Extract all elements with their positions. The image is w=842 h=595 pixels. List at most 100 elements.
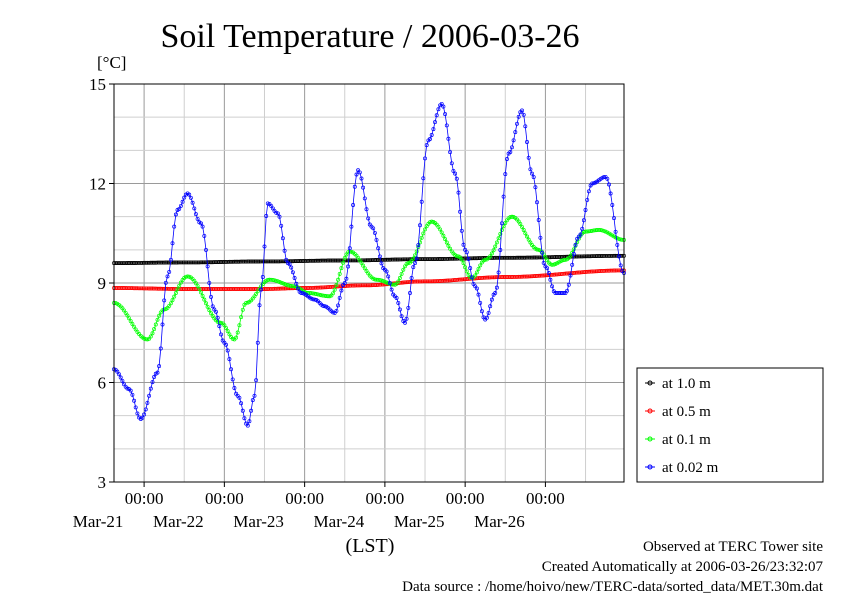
data-point [185, 274, 190, 279]
data-point [469, 275, 474, 280]
data-point [361, 185, 366, 190]
series-at-0-1-m [112, 214, 626, 342]
data-point [610, 203, 615, 207]
data-point [170, 241, 175, 246]
data-point [150, 380, 155, 385]
data-point [122, 382, 126, 387]
data-point [127, 316, 131, 321]
data-point [508, 150, 513, 154]
data-point [162, 298, 167, 303]
y-tick-label: 15 [89, 75, 106, 94]
data-point [160, 322, 165, 327]
data-point [510, 145, 514, 150]
x-tick-date-label: Mar-26 [474, 512, 525, 531]
data-point [494, 285, 499, 290]
data-point [464, 269, 469, 274]
data-point [413, 261, 417, 266]
data-point [334, 283, 339, 288]
data-point [431, 127, 436, 132]
data-point [489, 297, 494, 302]
data-point [501, 194, 506, 199]
data-point [331, 291, 335, 296]
data-point [167, 269, 172, 274]
data-point [421, 176, 426, 181]
data-point [491, 248, 496, 253]
data-point [454, 254, 459, 259]
data-point [468, 266, 473, 271]
data-point [520, 108, 524, 113]
data-point [464, 250, 469, 255]
data-point [608, 191, 613, 196]
x-tick-hour-label: 00:00 [366, 489, 405, 508]
data-point [202, 233, 207, 238]
data-point [580, 226, 585, 231]
data-point [612, 216, 616, 221]
legend-label: at 0.5 m [662, 404, 711, 420]
data-point [339, 288, 344, 293]
data-point [262, 244, 267, 249]
data-point [384, 269, 389, 274]
data-point [357, 258, 362, 263]
data-point [548, 277, 553, 282]
data-point [128, 319, 133, 324]
chart-title: Soil Temperature / 2006-03-26 [160, 18, 579, 55]
data-point [260, 275, 265, 279]
data-point [441, 233, 446, 238]
data-point [264, 214, 269, 218]
data-point [162, 307, 167, 312]
data-point [406, 305, 411, 310]
data-point [150, 331, 155, 336]
data-point [230, 336, 235, 341]
data-point [449, 161, 454, 166]
data-point [148, 334, 153, 339]
data-point [155, 317, 160, 322]
x-tick-hour-label: 00:00 [526, 489, 565, 508]
data-point [433, 120, 437, 125]
data-point [280, 236, 285, 241]
legend-swatch-marker [647, 464, 653, 470]
data-point [535, 200, 539, 205]
data-point [484, 315, 489, 320]
data-point [224, 325, 228, 330]
data-point [446, 136, 451, 141]
data-point [451, 168, 456, 173]
data-point [585, 197, 590, 202]
data-point [175, 287, 180, 292]
data-point [586, 189, 591, 194]
data-point [419, 199, 424, 204]
data-point [541, 260, 546, 265]
data-point [394, 296, 399, 300]
x-tick-date-label: Mar-21 [73, 512, 124, 531]
data-point [424, 143, 429, 148]
data-point [352, 184, 357, 189]
data-point [443, 112, 448, 117]
data-point [229, 367, 233, 372]
data-point [344, 276, 349, 281]
data-point [275, 211, 280, 216]
data-point [411, 265, 416, 270]
data-point [416, 243, 421, 248]
data-point [230, 377, 235, 382]
data-point [284, 257, 289, 262]
data-point [244, 300, 249, 305]
data-point [489, 251, 494, 256]
data-point [232, 386, 237, 390]
data-point [168, 301, 173, 306]
legend-label: at 0.1 m [662, 432, 711, 448]
data-point [115, 369, 120, 374]
data-point [444, 240, 449, 245]
y-tick-label: 6 [98, 374, 107, 393]
data-point [571, 247, 576, 252]
data-point [376, 246, 381, 251]
data-point [254, 378, 259, 383]
data-point [413, 253, 417, 258]
data-point [157, 364, 162, 369]
data-point [255, 289, 260, 294]
data-point [287, 262, 292, 267]
data-point [199, 290, 203, 295]
data-point [135, 411, 140, 416]
data-point [163, 280, 168, 285]
data-point [202, 297, 207, 302]
data-point [444, 123, 449, 128]
data-point [613, 229, 618, 234]
